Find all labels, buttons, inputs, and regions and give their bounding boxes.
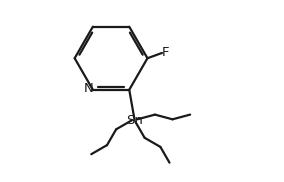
Text: Sn: Sn bbox=[126, 114, 143, 127]
Text: F: F bbox=[162, 46, 169, 59]
Text: N: N bbox=[83, 82, 93, 95]
